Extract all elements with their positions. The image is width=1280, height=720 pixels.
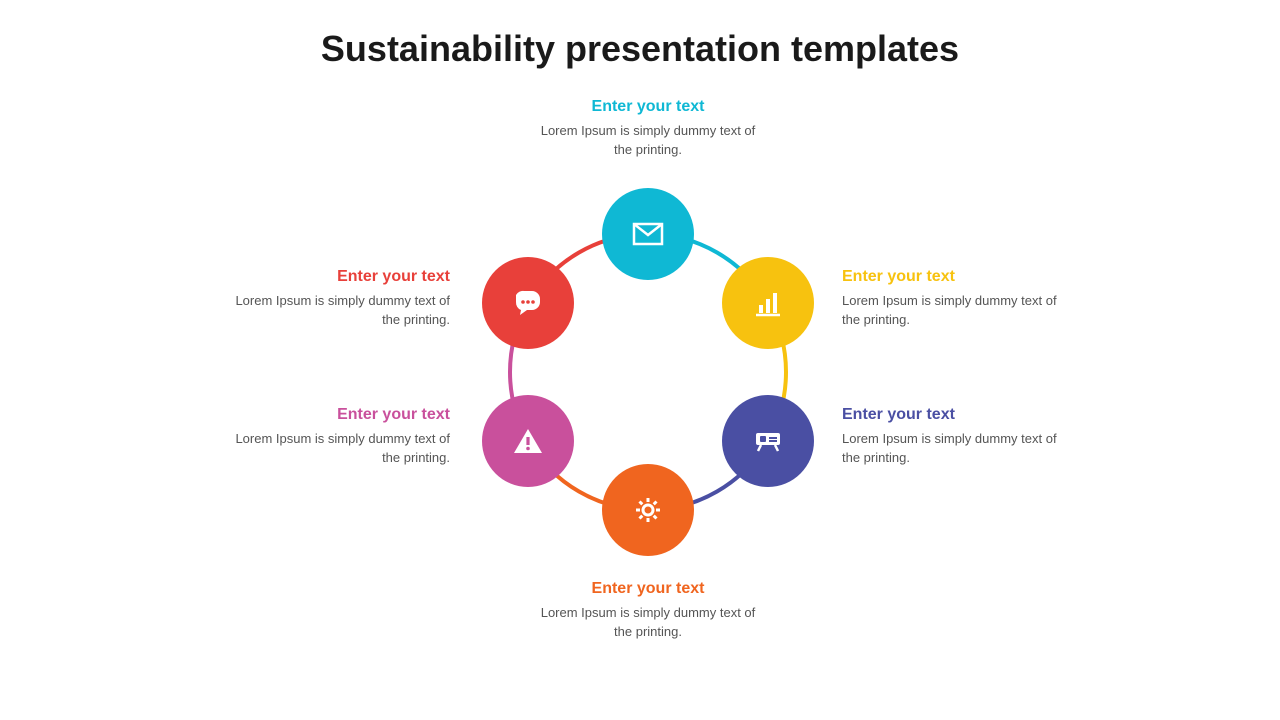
node-lower-right bbox=[722, 395, 814, 487]
label-heading: Enter your text bbox=[842, 268, 1062, 286]
node-upper-left bbox=[482, 257, 574, 349]
bar-chart-icon bbox=[750, 285, 786, 321]
label-desc: Lorem Ipsum is simply dummy text of the … bbox=[538, 604, 758, 642]
label-heading: Enter your text bbox=[230, 406, 450, 424]
label-desc: Lorem Ipsum is simply dummy text of the … bbox=[230, 292, 450, 330]
label-lower-right: Enter your text Lorem Ipsum is simply dum… bbox=[842, 406, 1062, 468]
node-top bbox=[602, 188, 694, 280]
label-heading: Enter your text bbox=[538, 98, 758, 116]
gear-icon bbox=[630, 492, 666, 528]
label-bottom: Enter your text Lorem Ipsum is simply dum… bbox=[538, 580, 758, 642]
label-lower-left: Enter your text Lorem Ipsum is simply dum… bbox=[230, 406, 450, 468]
label-desc: Lorem Ipsum is simply dummy text of the … bbox=[842, 430, 1062, 468]
label-upper-left: Enter your text Lorem Ipsum is simply dum… bbox=[230, 268, 450, 330]
label-desc: Lorem Ipsum is simply dummy text of the … bbox=[230, 430, 450, 468]
label-heading: Enter your text bbox=[538, 580, 758, 598]
speech-icon bbox=[510, 285, 546, 321]
circular-diagram: Enter your text Lorem Ipsum is simply dum… bbox=[0, 0, 1280, 720]
label-desc: Lorem Ipsum is simply dummy text of the … bbox=[842, 292, 1062, 330]
projector-icon bbox=[750, 423, 786, 459]
label-top: Enter your text Lorem Ipsum is simply dum… bbox=[538, 98, 758, 160]
envelope-icon bbox=[630, 216, 666, 252]
node-bottom bbox=[602, 464, 694, 556]
label-upper-right: Enter your text Lorem Ipsum is simply dum… bbox=[842, 268, 1062, 330]
warning-icon bbox=[510, 423, 546, 459]
label-heading: Enter your text bbox=[842, 406, 1062, 424]
label-desc: Lorem Ipsum is simply dummy text of the … bbox=[538, 122, 758, 160]
node-upper-right bbox=[722, 257, 814, 349]
node-lower-left bbox=[482, 395, 574, 487]
label-heading: Enter your text bbox=[230, 268, 450, 286]
